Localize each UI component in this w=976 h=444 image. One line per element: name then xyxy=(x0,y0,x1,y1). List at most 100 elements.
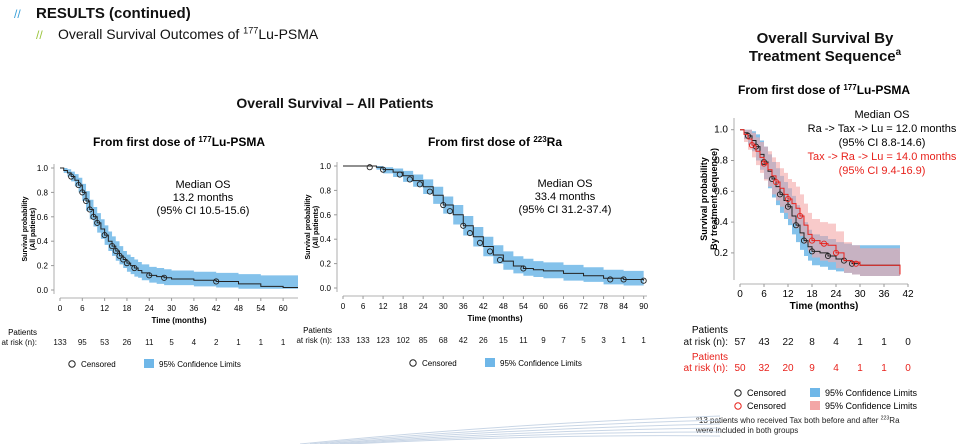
y-axis-label: Survival probability(All patients) xyxy=(305,194,320,259)
legend-censored-label: Censored xyxy=(747,388,786,398)
censored-mark-0 xyxy=(101,232,108,239)
censored-mark-0 xyxy=(776,191,784,198)
censored-mark-1 xyxy=(784,195,792,203)
at-risk-value: 1 xyxy=(881,337,887,348)
censored-mark-0 xyxy=(116,252,123,259)
at-risk-value: 9 xyxy=(541,336,546,345)
at-risk-value: 102 xyxy=(396,336,410,345)
censored-mark-0 xyxy=(440,201,447,209)
x-tick-label: 60 xyxy=(279,304,288,313)
risk-label-line2: at risk (n): xyxy=(684,363,728,374)
censored-mark-0 xyxy=(120,256,127,263)
censored-mark-0 xyxy=(800,237,808,244)
x-tick-label: 60 xyxy=(539,302,548,311)
x-tick-label: 6 xyxy=(761,289,767,300)
censored-mark-1 xyxy=(832,249,840,256)
risk-label-line1: Patients xyxy=(692,325,728,336)
at-risk-value: 9 xyxy=(809,363,815,374)
y-tick-label: 0.8 xyxy=(714,156,728,167)
chart-panel-sequence: From first dose of 177Lu-PSMA 0.2 0.4 0.6 0.… xyxy=(684,83,957,412)
y-tick-label: 0.4 xyxy=(320,235,332,244)
risk-label-line2: at risk (n): xyxy=(684,337,728,348)
legend-ci-label: 95% Confidence Limits xyxy=(825,388,918,398)
censored-mark-0 xyxy=(68,173,75,180)
median-os-text: 13.2 months xyxy=(173,192,234,204)
censored-mark-1 xyxy=(852,260,860,267)
y-tick-label: 0.4 xyxy=(714,217,728,228)
censored-mark-0 xyxy=(520,265,527,272)
at-risk-value: 11 xyxy=(519,336,528,345)
footnote: a13 patients who received Tax both befor… xyxy=(696,416,900,436)
legend-censored-icon xyxy=(409,359,417,367)
legend-censored-icon xyxy=(68,360,76,368)
sequence-title-sup: a xyxy=(895,47,902,58)
x-tick-label: 84 xyxy=(619,302,628,311)
censored-mark-0 xyxy=(808,248,816,255)
x-tick-label: 90 xyxy=(639,302,648,311)
x-tick-label: 24 xyxy=(145,304,154,313)
footnote-sup-a: a xyxy=(696,415,699,422)
risk-label-line1: Patients xyxy=(303,326,332,335)
censored-mark-0 xyxy=(94,219,101,226)
y-tick-label: 0.0 xyxy=(320,284,332,293)
censored-mark-0 xyxy=(496,256,504,263)
at-risk-value: 1 xyxy=(881,363,887,374)
censored-mark-0 xyxy=(109,243,116,250)
at-risk-value: 20 xyxy=(782,363,794,374)
x-tick-label: 36 xyxy=(459,302,468,311)
at-risk-value: 1 xyxy=(621,336,626,345)
median-red-line1: Tax -> Ra -> Lu = 14.0 months xyxy=(808,151,957,163)
censored-mark-0 xyxy=(640,277,647,284)
at-risk-value: 0 xyxy=(905,363,911,374)
censored-mark-0 xyxy=(426,188,433,195)
at-risk-value: 1 xyxy=(281,338,286,347)
decorative-swoosh xyxy=(300,415,720,444)
x-tick-label: 18 xyxy=(122,304,131,313)
x-tick-label: 12 xyxy=(100,304,109,313)
risk-label-line1: Patients xyxy=(8,328,37,337)
at-risk-value: 133 xyxy=(356,336,370,345)
at-risk-value: 2 xyxy=(214,338,219,347)
y-tick-label: 1.0 xyxy=(714,125,728,136)
at-risk-value: 11 xyxy=(145,338,154,347)
at-risk-value: 43 xyxy=(758,337,770,348)
median-os-text: (95% CI 10.5-15.6) xyxy=(157,205,250,217)
median-os-text: Median OS xyxy=(537,178,592,190)
censored-mark-0 xyxy=(146,272,153,279)
header-slash-icon: // xyxy=(14,7,21,21)
legend-ci-swatch xyxy=(144,359,154,368)
median-black-line1: Ra -> Tax -> Lu = 12.0 months xyxy=(808,123,957,135)
y-tick-label: 0.6 xyxy=(37,213,49,222)
censored-mark-1 xyxy=(748,142,756,149)
at-risk-value: 15 xyxy=(499,336,508,345)
at-risk-value: 3 xyxy=(601,336,606,345)
risk-label-line1: Patients xyxy=(692,352,728,363)
y-tick-label: 0.6 xyxy=(320,211,332,220)
legend-ci-swatch xyxy=(810,401,820,410)
page-subtitle: Overall Survival Outcomes of 177Lu-PSMA xyxy=(58,26,318,42)
censored-mark-0 xyxy=(784,203,792,210)
y-axis-label: Survival probability(All patients) xyxy=(22,196,37,261)
censored-mark-1 xyxy=(820,240,828,247)
panel-title-pre: From first dose of 177Lu-PSMA xyxy=(93,135,265,150)
x-tick-label: 18 xyxy=(806,289,818,300)
x-axis-label: Time (months) xyxy=(468,314,523,323)
y-tick-label: 0.0 xyxy=(37,286,49,295)
sequence-title: Overall Survival By Treatment Sequencea xyxy=(700,30,950,66)
x-tick-label: 36 xyxy=(189,304,198,313)
censored-mark-0 xyxy=(607,276,614,283)
legend-censored-icon xyxy=(734,389,742,397)
panel-title-pre: From first dose of 223Ra xyxy=(428,135,562,150)
x-tick-label: 6 xyxy=(80,304,85,313)
x-tick-label: 48 xyxy=(499,302,508,311)
censored-mark-0 xyxy=(213,278,220,285)
censored-mark-0 xyxy=(86,206,93,213)
at-risk-value: 68 xyxy=(439,336,448,345)
x-tick-label: 24 xyxy=(830,289,842,300)
subtitle-text-end: Lu-PSMA xyxy=(258,26,319,42)
at-risk-value: 4 xyxy=(833,337,839,348)
x-tick-label: 30 xyxy=(439,302,448,311)
x-tick-label: 12 xyxy=(782,289,794,300)
survival-curve-1 xyxy=(740,129,901,275)
legend-censored-label: Censored xyxy=(422,359,457,368)
